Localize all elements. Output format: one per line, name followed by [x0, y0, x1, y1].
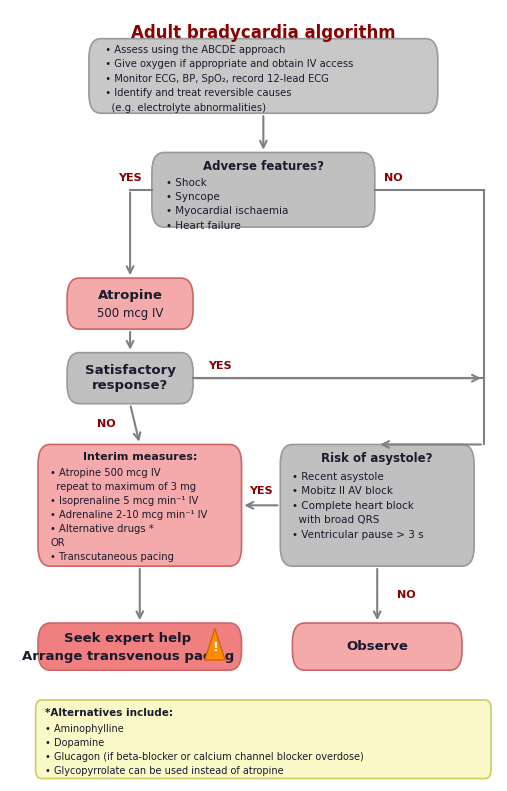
Text: Satisfactory
response?: Satisfactory response?	[85, 364, 175, 392]
Text: YES: YES	[249, 486, 273, 496]
Text: Arrange transvenous pacing: Arrange transvenous pacing	[21, 650, 234, 664]
FancyBboxPatch shape	[35, 700, 491, 778]
Text: !: !	[212, 641, 218, 653]
FancyBboxPatch shape	[67, 278, 193, 329]
Text: Observe: Observe	[346, 640, 408, 653]
Text: NO: NO	[384, 173, 403, 183]
Text: *Alternatives include:: *Alternatives include:	[45, 708, 173, 718]
FancyBboxPatch shape	[38, 623, 241, 670]
Text: • Atropine 500 mcg IV
  repeat to maximum of 3 mg
• Isoprenaline 5 mcg min⁻¹ IV
: • Atropine 500 mcg IV repeat to maximum …	[50, 468, 207, 562]
FancyBboxPatch shape	[89, 39, 438, 113]
FancyBboxPatch shape	[152, 153, 375, 227]
FancyBboxPatch shape	[38, 445, 241, 566]
FancyBboxPatch shape	[67, 353, 193, 403]
Text: 500 mcg IV: 500 mcg IV	[97, 307, 163, 320]
Text: Atropine: Atropine	[98, 290, 163, 302]
Text: • Aminophylline
• Dopamine
• Glucagon (if beta-blocker or calcium channel blocke: • Aminophylline • Dopamine • Glucagon (i…	[45, 724, 364, 775]
Text: YES: YES	[119, 173, 142, 183]
Text: NO: NO	[96, 419, 115, 429]
FancyBboxPatch shape	[293, 623, 462, 670]
Text: • Assess using the ABCDE approach
  • Give oxygen if appropriate and obtain IV a: • Assess using the ABCDE approach • Give…	[98, 45, 353, 112]
Text: • Recent asystole
• Mobitz II AV block
• Complete heart block
  with broad QRS
•: • Recent asystole • Mobitz II AV block •…	[293, 472, 424, 539]
Text: Risk of asystole?: Risk of asystole?	[321, 452, 433, 465]
Text: • Shock
• Syncope
• Myocardial ischaemia
• Heart failure: • Shock • Syncope • Myocardial ischaemia…	[166, 178, 289, 231]
Text: NO: NO	[396, 589, 415, 600]
Text: Adverse features?: Adverse features?	[203, 161, 324, 173]
Text: YES: YES	[208, 361, 231, 372]
FancyBboxPatch shape	[280, 445, 474, 566]
Polygon shape	[205, 629, 225, 660]
Text: Adult bradycardia algorithm: Adult bradycardia algorithm	[131, 24, 395, 42]
Text: Interim measures:: Interim measures:	[83, 452, 197, 463]
Text: Seek expert help: Seek expert help	[64, 632, 191, 645]
